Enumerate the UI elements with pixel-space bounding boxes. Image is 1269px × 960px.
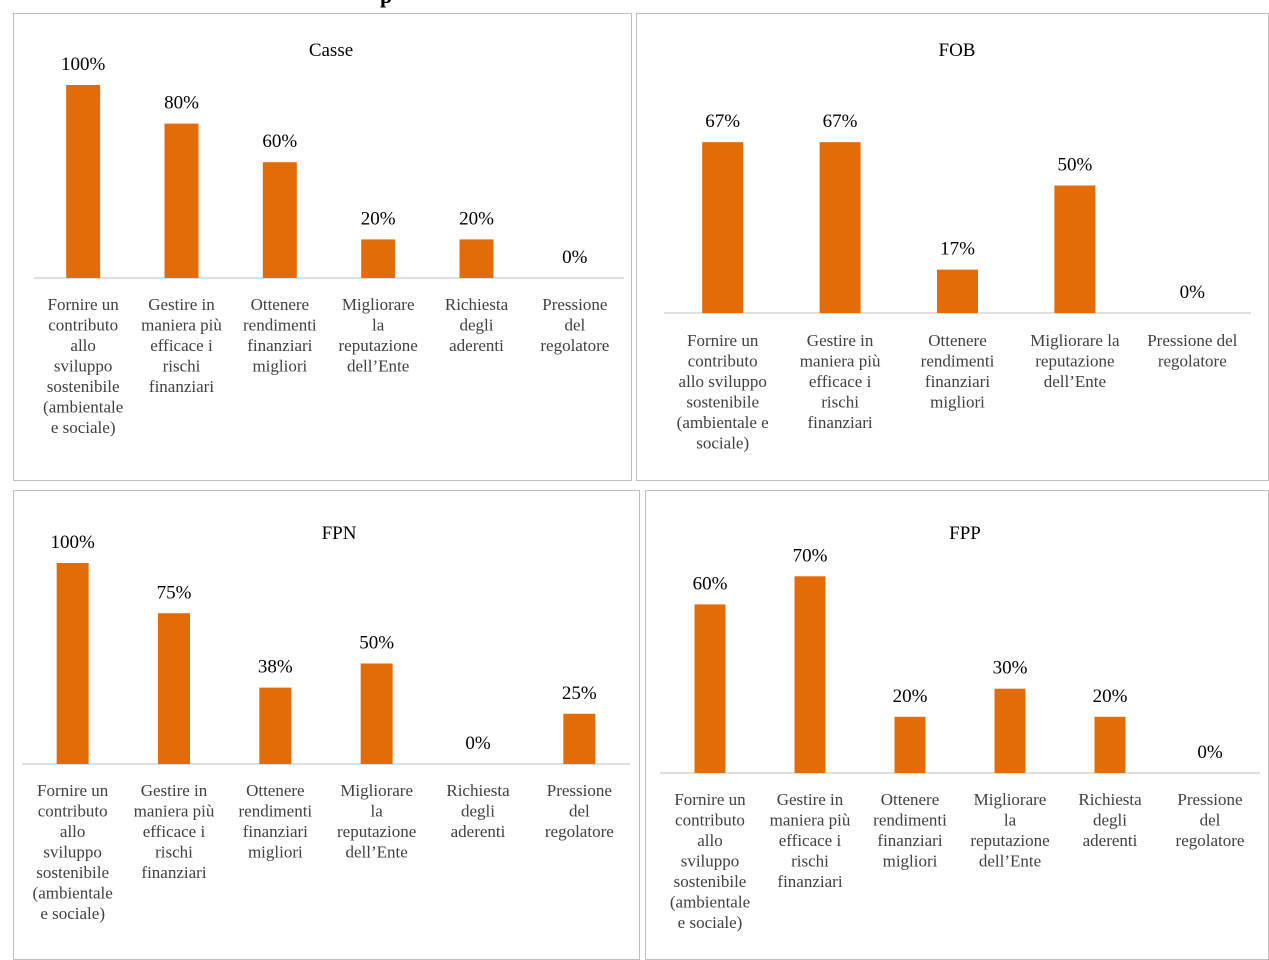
fob-category-label-0: Fornire un contributo allo sviluppo sosteni… — [677, 331, 769, 453]
chart-svg-fob: FOB 67% Fornire un contributo allo sviluppo s… — [664, 40, 1251, 453]
fpp-category-label-0: Fornire un contributo allo sviluppo sostenib… — [670, 790, 750, 932]
casse-bar-3 — [361, 239, 396, 278]
casse-data-label-0: 100% — [61, 54, 106, 75]
casse-bar-2 — [262, 162, 297, 278]
fob-data-label-1: 67% — [823, 111, 858, 132]
fpn-category-label-5: Pressione del regolatore — [545, 781, 614, 841]
fpn-bar-0 — [56, 563, 89, 764]
fpp-category-label-1: Gestire in maniera più efficace i rischi fin… — [770, 790, 851, 891]
casse-category-label-3: Migliorare la reputazione dell’Ente — [339, 295, 418, 376]
fob-category-label-1: Gestire in maniera più efficace i rischi fin… — [800, 331, 881, 432]
fpn-data-label-4: 0% — [465, 733, 491, 754]
fpp-data-label-4: 20% — [1093, 686, 1128, 707]
casse-bar-1 — [164, 123, 199, 278]
fpn-data-label-5: 25% — [562, 683, 597, 704]
fpn-chart-title: FPN — [322, 523, 357, 544]
fpn-category-label-4: Richiesta degli aderenti — [446, 781, 510, 841]
fpp-category-label-4: Richiesta degli aderenti — [1078, 790, 1142, 850]
fob-bar-1 — [819, 142, 861, 313]
fpp-data-label-0: 60% — [693, 573, 728, 594]
fpp-data-label-2: 20% — [893, 686, 928, 707]
fpn-category-label-0: Fornire un contributo allo sviluppo sostenib… — [33, 781, 113, 923]
chart-svg-fpn: FPN 100% Fornire un contributo allo sviluppo s… — [22, 523, 630, 923]
casse-data-label-5: 0% — [562, 247, 588, 268]
fob-category-label-2: Ottenere rendimenti finanziari migliori — [921, 331, 995, 412]
fpp-data-label-5: 0% — [1197, 742, 1223, 763]
fpp-category-label-3: Migliorare la reputazione dell’Ente — [970, 790, 1049, 871]
casse-category-label-1: Gestire in maniera più efficace i rischi fin… — [141, 295, 222, 396]
chart-panel-casse: Casse 100% Fornire un contributo allo svilupp… — [13, 13, 632, 481]
fob-data-label-2: 17% — [940, 239, 975, 260]
fob-bar-3 — [1054, 185, 1096, 313]
casse-category-label-5: Pressione del regolatore — [540, 295, 609, 355]
fpp-data-label-3: 30% — [993, 658, 1028, 679]
fpn-category-label-2: Ottenere rendimenti finanziari migliori — [239, 781, 313, 862]
casse-category-label-0: Fornire un contributo allo sviluppo sostenib… — [43, 295, 123, 437]
fpp-category-label-5: Pressione del regolatore — [1176, 790, 1245, 850]
fpp-category-label-2: Ottenere rendimenti finanziari migliori — [873, 790, 947, 871]
fpn-data-label-3: 50% — [359, 633, 394, 654]
fpp-bar-0 — [694, 604, 726, 773]
fpn-category-label-3: Migliorare la reputazione dell’Ente — [337, 781, 416, 862]
casse-data-label-1: 80% — [164, 93, 199, 114]
fpn-bar-2 — [259, 687, 292, 764]
casse-bar-0 — [66, 85, 101, 278]
fpp-chart-title: FPP — [949, 523, 981, 544]
casse-data-label-2: 60% — [262, 131, 297, 152]
fpn-bar-1 — [158, 613, 190, 764]
fob-data-label-0: 67% — [705, 111, 740, 132]
casse-data-label-3: 20% — [361, 208, 396, 229]
fpn-data-label-1: 75% — [157, 582, 192, 603]
chart-svg-casse: Casse 100% Fornire un contributo allo svilupp… — [34, 40, 624, 437]
fpn-bar-3 — [360, 663, 393, 764]
fpp-bar-2 — [894, 716, 926, 773]
partial-page-title: p — [380, 0, 392, 9]
fob-bar-0 — [702, 142, 744, 313]
casse-data-label-4: 20% — [459, 208, 494, 229]
fob-bar-2 — [937, 269, 978, 313]
fob-data-label-3: 50% — [1057, 155, 1092, 176]
fpn-category-label-1: Gestire in maniera più efficace i rischi fin… — [134, 781, 215, 882]
casse-category-label-2: Ottenere rendimenti finanziari migliori — [243, 295, 317, 376]
fpp-data-label-1: 70% — [793, 545, 828, 566]
fob-data-label-4: 0% — [1180, 282, 1206, 303]
casse-bar-4 — [459, 239, 494, 278]
chart-svg-fpp: FPP 60% Fornire un contributo allo sviluppo so… — [660, 523, 1260, 932]
casse-chart-title: Casse — [309, 40, 353, 61]
fob-chart-title: FOB — [939, 40, 976, 61]
fpn-bar-5 — [563, 713, 596, 764]
fob-category-label-3: Migliorare la reputazione dell’Ente — [1030, 331, 1120, 391]
fpn-data-label-2: 38% — [258, 657, 293, 678]
chart-panel-fpn: FPN 100% Fornire un contributo allo sviluppo s… — [13, 490, 640, 960]
fpn-data-label-0: 100% — [51, 532, 96, 553]
chart-panel-fpp: FPP 60% Fornire un contributo allo sviluppo so… — [645, 490, 1269, 960]
fpp-bar-3 — [994, 688, 1026, 773]
chart-panel-fob: FOB 67% Fornire un contributo allo sviluppo s… — [636, 13, 1269, 481]
casse-category-label-4: Richiesta degli aderenti — [445, 295, 509, 355]
fob-category-label-4: Pressione del regolatore — [1147, 331, 1237, 371]
fpp-bar-1 — [794, 576, 826, 773]
fpp-bar-4 — [1094, 716, 1126, 773]
